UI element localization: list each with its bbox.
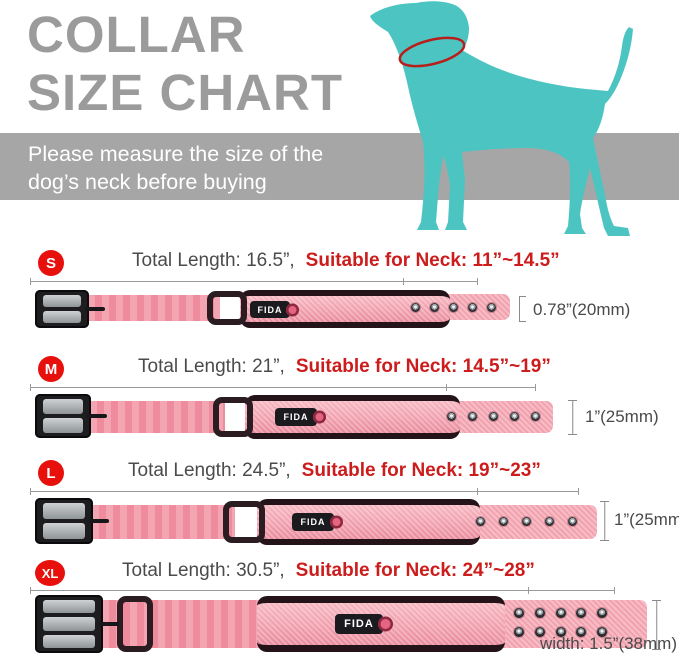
width-ibeam — [568, 400, 577, 435]
fida-logo-dot — [378, 616, 393, 632]
fida-logo-dot — [313, 410, 326, 424]
eyelet — [576, 627, 587, 637]
banner-line1: Please measure the size of the — [28, 142, 324, 166]
collar-xl: FIDA — [35, 594, 647, 654]
neck-range-label: Suitable for Neck: 19”~23” — [301, 460, 541, 481]
page-title-line2: SIZE CHART — [27, 64, 343, 121]
fida-logo: FIDA — [292, 513, 343, 531]
size-badge-s: S — [38, 250, 64, 276]
collar-adjust-strap — [95, 600, 265, 648]
length-measure-line — [30, 384, 536, 391]
eyelet — [430, 303, 439, 312]
total-length-label: Total Length: 24.5”, — [128, 460, 291, 481]
fida-logo-text: FIDA — [300, 517, 326, 527]
fida-logo: FIDA — [275, 408, 326, 426]
eyelet — [545, 517, 554, 526]
collar-buckle — [35, 498, 109, 544]
width-ibeam — [600, 501, 609, 541]
size-badge-l: L — [38, 460, 64, 486]
collar-dring — [207, 291, 247, 325]
length-measure-line — [30, 488, 579, 495]
page-title: COLLAR SIZE CHART — [27, 6, 343, 122]
fida-logo: FIDA — [250, 301, 299, 318]
width-label-s: 0.78”(20mm) — [533, 300, 631, 319]
collar-l: FIDA — [35, 496, 597, 548]
eyelet — [568, 517, 577, 526]
eyelet — [597, 627, 607, 637]
total-length-label: Total Length: 30.5”, — [122, 560, 285, 581]
fida-logo-text: FIDA — [344, 618, 374, 630]
eyelet — [576, 608, 587, 618]
eyelet-row — [447, 412, 540, 421]
eyelet — [447, 412, 456, 421]
row-caption-s: Total Length: 16.5”, Suitable for Neck: 1… — [132, 250, 560, 272]
width-label-m: 1”(25mm) — [585, 407, 659, 426]
row-caption-xl: Total Length: 30.5”, Suitable for Neck: 2… — [122, 560, 535, 582]
eyelet — [514, 608, 524, 618]
collar-padded-section — [245, 395, 460, 439]
eyelet — [476, 517, 485, 526]
eyelet — [489, 412, 498, 421]
eyelet — [499, 517, 508, 526]
eyelet — [555, 608, 566, 618]
eyelet — [531, 412, 540, 421]
collar-dring — [223, 501, 265, 543]
collar-s: FIDA — [35, 288, 515, 332]
collar-buckle — [35, 595, 119, 653]
collar-dring — [213, 397, 253, 437]
fida-logo-text: FIDA — [283, 412, 309, 422]
size-badge-m: M — [38, 356, 64, 382]
collar-buckle — [35, 394, 107, 438]
size-badge-xl: XL — [35, 560, 65, 586]
fida-logo-dot — [286, 303, 299, 316]
total-length-label: Total Length: 16.5”, — [132, 250, 295, 271]
eyelet — [597, 608, 607, 618]
fida-logo-dot — [330, 515, 343, 529]
length-measure-line — [30, 278, 478, 285]
total-length-label: Total Length: 21”, — [138, 356, 285, 377]
eyelet-row — [514, 608, 607, 618]
neck-range-label: Suitable for Neck: 14.5”~19” — [295, 356, 551, 377]
dog-silhouette — [370, 1, 633, 236]
eyelet — [522, 517, 531, 526]
page-title-line1: COLLAR — [27, 6, 246, 63]
collar-dring — [117, 596, 153, 652]
neck-measure-ellipse — [398, 36, 466, 68]
eyelet — [514, 627, 524, 637]
eyelet-row — [476, 517, 577, 526]
eyelet — [510, 412, 519, 421]
row-caption-l: Total Length: 24.5”, Suitable for Neck: 1… — [128, 460, 541, 482]
fida-logo: FIDA — [335, 614, 393, 634]
eyelet-row — [514, 627, 607, 637]
fida-logo-text: FIDA — [257, 304, 283, 315]
collar-adjust-strap — [85, 505, 235, 539]
width-label-xl: width: 1.5”(38mm) — [540, 634, 677, 653]
neck-range-label: Suitable for Neck: 24”~28” — [295, 560, 535, 581]
eyelet — [449, 303, 458, 312]
eyelet — [487, 303, 496, 312]
banner-line2: dog’s neck before buying — [28, 170, 267, 194]
collar-buckle — [35, 290, 105, 328]
width-label-l: 1”(25mm) — [614, 510, 679, 529]
eyelet — [411, 303, 420, 312]
eyelet — [468, 412, 477, 421]
eyelet — [534, 608, 545, 618]
eyelet — [468, 303, 477, 312]
eyelet — [555, 627, 566, 637]
collar-tail-strap — [495, 600, 647, 648]
eyelet-row — [411, 303, 496, 312]
neck-range-label: Suitable for Neck: 11”~14.5” — [305, 250, 560, 271]
row-caption-m: Total Length: 21”, Suitable for Neck: 14.… — [138, 356, 551, 378]
collar-padded-section — [257, 499, 480, 545]
width-bracket — [519, 296, 526, 322]
eyelet — [534, 627, 545, 637]
length-measure-line — [30, 587, 615, 594]
width-ibeam — [652, 600, 661, 650]
collar-m: FIDA — [35, 392, 553, 442]
